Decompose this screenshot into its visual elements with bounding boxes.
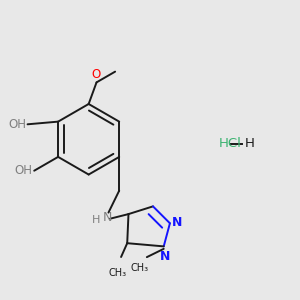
Text: N: N xyxy=(160,250,170,263)
Text: CH₃: CH₃ xyxy=(130,263,148,273)
Text: HCl: HCl xyxy=(219,137,242,150)
Text: OH: OH xyxy=(8,118,26,131)
Text: N: N xyxy=(103,211,112,224)
Text: H: H xyxy=(92,215,100,225)
Text: CH₃: CH₃ xyxy=(109,268,127,278)
Text: H: H xyxy=(244,137,254,150)
Text: N: N xyxy=(172,216,183,229)
Text: OH: OH xyxy=(15,164,33,177)
Text: O: O xyxy=(91,68,101,81)
